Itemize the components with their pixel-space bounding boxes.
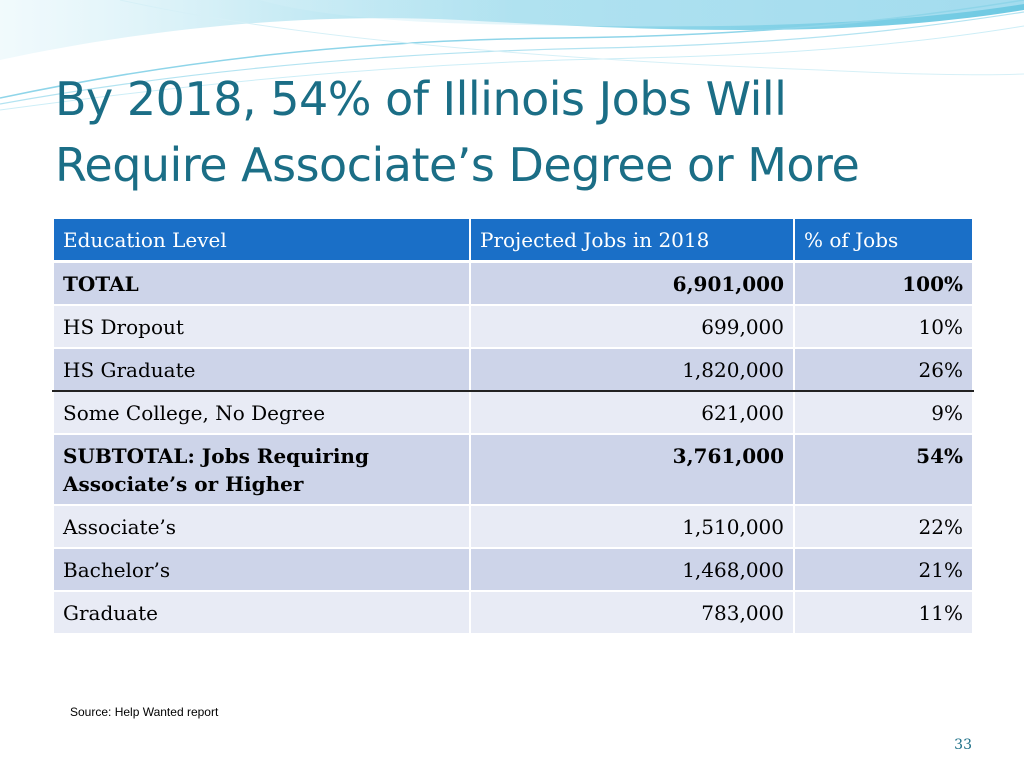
cell-education-level: SUBTOTAL: Jobs Requiring Associate’s or … (52, 433, 471, 506)
table-row-subtotal: SUBTOTAL: Jobs Requiring Associate’s or … (52, 433, 974, 506)
table-row-bachelors: Bachelor’s 1,468,000 21% (52, 547, 974, 592)
cell-projected-jobs: 621,000 (469, 390, 795, 435)
subtotal-label-line-1: SUBTOTAL: Jobs Requiring (63, 444, 369, 468)
cell-projected-jobs: 1,510,000 (469, 504, 795, 549)
column-header-projected-jobs: Projected Jobs in 2018 (469, 217, 795, 263)
subtotal-label-line-2: Associate’s or Higher (63, 472, 304, 496)
cell-education-level: Graduate (52, 590, 471, 635)
cell-projected-jobs: 783,000 (469, 590, 795, 635)
cell-education-level: TOTAL (52, 260, 471, 306)
cell-percent-of-jobs: 11% (793, 590, 974, 635)
column-header-percent-of-jobs: % of Jobs (793, 217, 974, 263)
table-row-graduate: Graduate 783,000 11% (52, 590, 974, 635)
cell-education-level: HS Graduate (52, 347, 471, 392)
cell-percent-of-jobs: 10% (793, 304, 974, 349)
cell-percent-of-jobs: 100% (793, 260, 974, 306)
cell-education-level: Some College, No Degree (52, 390, 471, 435)
slide-title-line-2: Require Associate’s Degree or More (55, 138, 860, 192)
cell-projected-jobs: 6,901,000 (469, 260, 795, 306)
cell-education-level: HS Dropout (52, 304, 471, 349)
cell-projected-jobs: 3,761,000 (469, 433, 795, 506)
cell-education-level: Bachelor’s (52, 547, 471, 592)
slide-title-line-1: By 2018, 54% of Illinois Jobs Will (55, 72, 787, 126)
table-row-associates: Associate’s 1,510,000 22% (52, 504, 974, 549)
cell-percent-of-jobs: 9% (793, 390, 974, 435)
table-row-hs-graduate: HS Graduate 1,820,000 26% (52, 347, 974, 392)
page-number: 33 (954, 737, 972, 753)
cell-percent-of-jobs: 54% (793, 433, 974, 506)
cell-education-level: Associate’s (52, 504, 471, 549)
cell-percent-of-jobs: 22% (793, 504, 974, 549)
cell-projected-jobs: 699,000 (469, 304, 795, 349)
education-jobs-table: Education Level Projected Jobs in 2018 %… (52, 217, 974, 635)
cell-projected-jobs: 1,820,000 (469, 347, 795, 392)
table-row-some-college: Some College, No Degree 621,000 9% (52, 390, 974, 435)
cell-percent-of-jobs: 26% (793, 347, 974, 392)
column-header-education-level: Education Level (52, 217, 471, 263)
decorative-wave-banner (0, 0, 1024, 111)
table-row-total: TOTAL 6,901,000 100% (52, 260, 974, 306)
table-header-row: Education Level Projected Jobs in 2018 %… (52, 217, 974, 263)
cell-percent-of-jobs: 21% (793, 547, 974, 592)
cell-projected-jobs: 1,468,000 (469, 547, 795, 592)
slide-title: By 2018, 54% of Illinois Jobs Will Requi… (55, 66, 995, 198)
source-note: Source: Help Wanted report (70, 705, 219, 719)
table-row-hs-dropout: HS Dropout 699,000 10% (52, 304, 974, 349)
